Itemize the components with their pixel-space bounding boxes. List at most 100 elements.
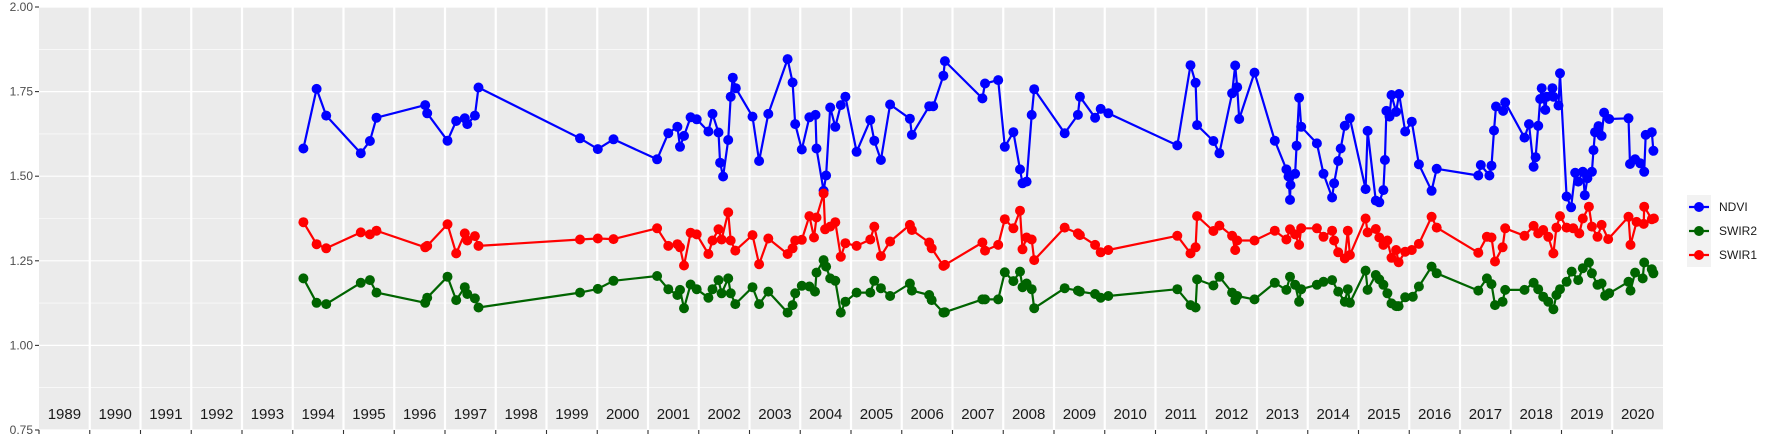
ndvi-point <box>1596 130 1607 141</box>
ndvi-point <box>1648 145 1659 156</box>
ndvi-point <box>1426 185 1437 196</box>
ndvi-point <box>747 111 758 122</box>
swir1-point <box>1029 255 1040 266</box>
ndvi-point <box>865 115 876 125</box>
swir2-point <box>703 292 714 303</box>
swir1-point <box>1015 205 1025 216</box>
swir2-point <box>763 286 774 297</box>
ndvi-point <box>939 56 950 67</box>
swir1-point <box>835 251 846 262</box>
swir2-point <box>1208 280 1219 291</box>
swir1-point <box>1281 234 1292 245</box>
swir2-point <box>1519 284 1530 295</box>
swir2-point <box>1269 277 1280 288</box>
ndvi-point <box>1192 120 1203 131</box>
ndvi-point <box>298 143 309 154</box>
swir2-point <box>355 277 366 288</box>
ndvi-point <box>371 112 382 123</box>
ndvi-point <box>1374 197 1385 208</box>
swir1-point <box>1230 245 1241 255</box>
swir2-point <box>1008 276 1019 287</box>
swir1-point <box>980 245 990 256</box>
swir2-point <box>298 273 309 284</box>
swir1-point <box>730 245 741 256</box>
swir1-point <box>885 236 896 247</box>
swir1-point <box>906 225 917 235</box>
ndvi-point <box>811 143 822 154</box>
ndvi-point <box>1362 125 1373 136</box>
swir1-point <box>869 221 880 232</box>
year-label: 2014 <box>1316 406 1349 423</box>
swir2-point <box>1026 284 1037 295</box>
swir1-point <box>1551 222 1562 233</box>
swir1-point <box>865 234 876 245</box>
swir2-point <box>1566 266 1577 277</box>
swir1-point <box>1232 235 1243 246</box>
ndvi-point <box>1059 128 1070 139</box>
ndvi-point <box>703 126 714 137</box>
legend-key-swir2: SWIR2 <box>1689 224 1757 238</box>
ndvi-point <box>1646 127 1657 138</box>
legend-point <box>1694 202 1704 212</box>
swir2-point <box>835 307 846 318</box>
ndvi-point <box>1249 67 1260 78</box>
ndvi-point <box>1074 91 1085 102</box>
swir2-point <box>1074 286 1085 297</box>
y-tick-label: 1.50 <box>10 169 34 183</box>
swir1-point <box>1294 239 1305 250</box>
swir1-point <box>371 225 382 236</box>
swir2-point <box>926 295 937 306</box>
ndvi-point <box>825 102 836 113</box>
swir2-point <box>840 296 851 307</box>
swir1-point <box>993 239 1004 250</box>
swir2-point <box>1431 268 1442 279</box>
swir2-point <box>1214 271 1225 282</box>
swir2-point <box>1586 268 1597 279</box>
ndvi-point <box>311 83 322 94</box>
swir1-point <box>298 217 309 228</box>
swir2-point <box>1327 275 1338 286</box>
swir2-point <box>422 292 433 303</box>
ndvi-point <box>1208 136 1219 146</box>
swir2-point <box>707 284 718 295</box>
ndvi-point <box>1339 120 1350 131</box>
swir2-point <box>1473 285 1484 296</box>
ndvi-point <box>1029 84 1040 95</box>
ndvi-point <box>796 144 807 155</box>
ndvi-point <box>993 75 1004 86</box>
ndvi-point <box>1475 160 1486 170</box>
ndvi-point <box>1573 176 1584 187</box>
swir2-point <box>811 267 822 278</box>
swir2-point <box>1413 281 1424 292</box>
swir2-point <box>1596 278 1607 289</box>
swir1-point <box>1577 213 1588 224</box>
y-tick-label: 1.75 <box>10 85 34 99</box>
y-tick-label: 0.75 <box>10 423 34 437</box>
swir2-point <box>1543 296 1554 307</box>
year-label: 2011 <box>1165 406 1197 423</box>
ndvi-point <box>1296 121 1307 132</box>
year-label: 2005 <box>860 406 893 423</box>
swir2-point <box>999 267 1010 278</box>
swir2-point <box>716 288 727 299</box>
swir1-point <box>763 233 774 244</box>
y-axis: 0.75 1.00 1.25 1.50 1.75 2.00 <box>10 0 39 437</box>
swir2-point <box>865 287 876 298</box>
ndvi-point <box>473 82 484 93</box>
swir1-point <box>1074 230 1085 241</box>
swir1-point <box>1190 242 1201 253</box>
year-label: 2013 <box>1266 406 1299 423</box>
year-label: 2018 <box>1519 406 1552 423</box>
swir2-point <box>575 287 585 298</box>
ndvi-point <box>1561 191 1572 202</box>
legend-point <box>1694 226 1704 236</box>
ndvi-point <box>451 116 462 126</box>
swir1-point <box>1214 220 1225 231</box>
swir1-point <box>716 234 727 245</box>
swir1-point <box>1008 223 1019 234</box>
swir1-point <box>422 240 433 251</box>
ndvi-point <box>977 93 988 104</box>
ndvi-point <box>1090 112 1101 123</box>
swir1-point <box>1603 234 1614 245</box>
ndvi-point <box>999 141 1010 152</box>
